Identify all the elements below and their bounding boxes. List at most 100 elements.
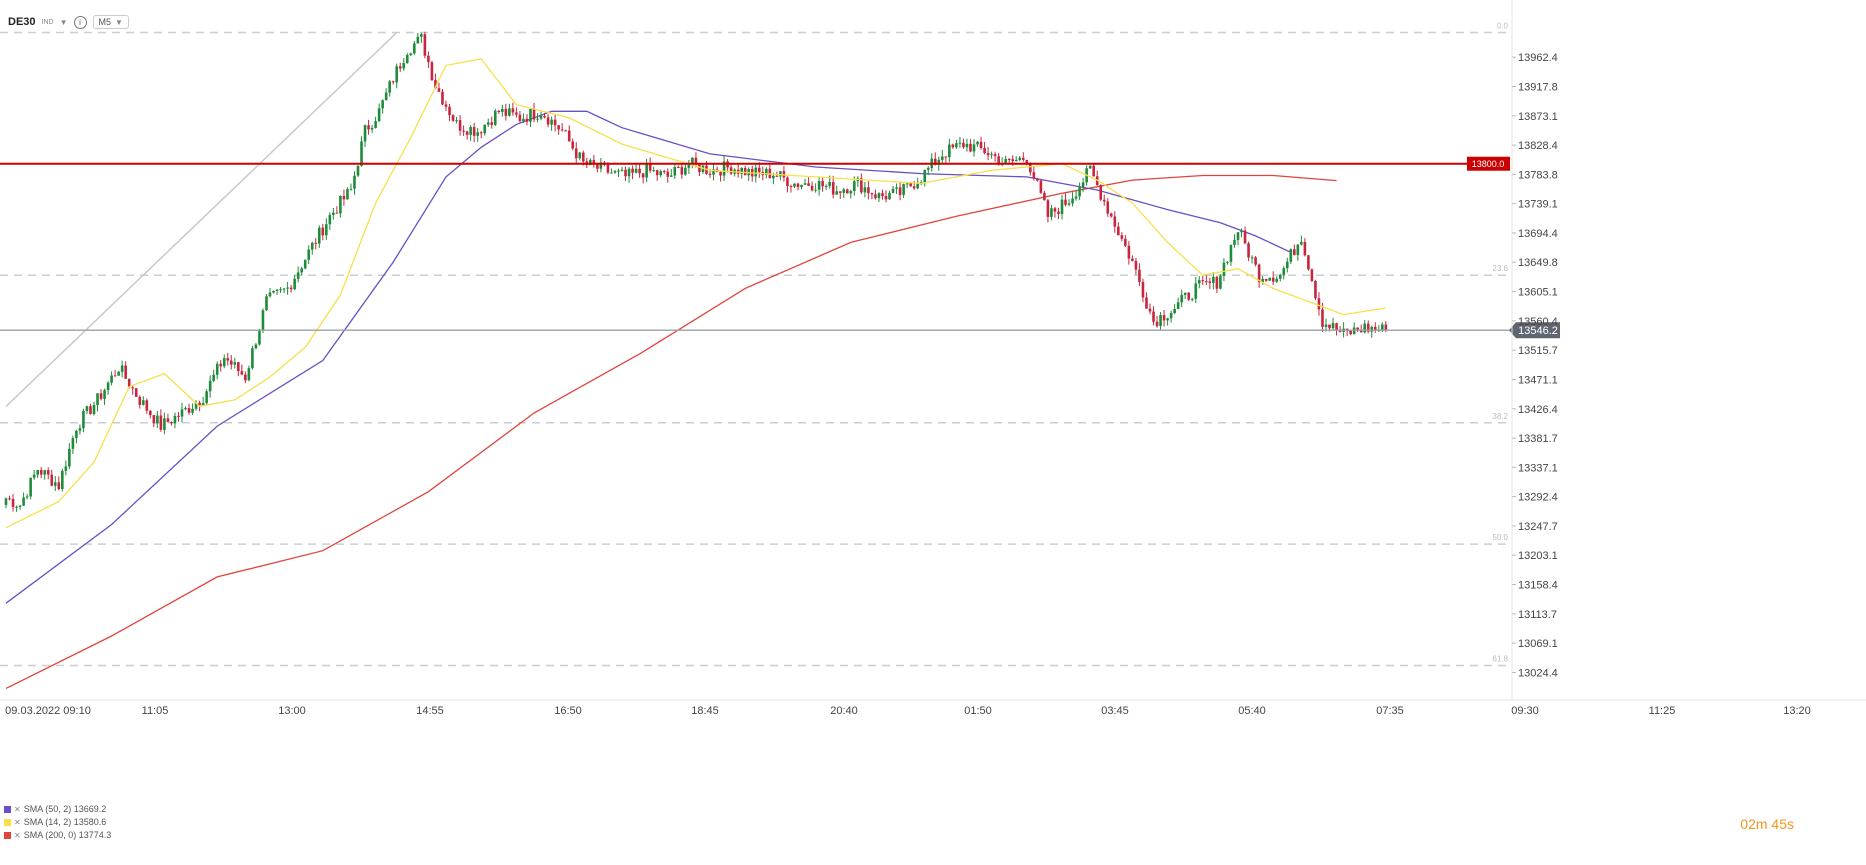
candle-body (1264, 278, 1268, 281)
candle-body (1138, 269, 1141, 282)
candle (757, 162, 761, 178)
candle (712, 163, 715, 181)
candle (96, 393, 99, 412)
candle (1233, 234, 1236, 248)
candle-body (374, 121, 377, 128)
candle-body (891, 188, 895, 194)
candle-body (564, 130, 567, 132)
candle (1018, 155, 1022, 162)
candle-body (413, 43, 416, 54)
symbol-label[interactable]: DE30 (8, 16, 36, 28)
candle (254, 342, 258, 350)
candle (613, 170, 617, 174)
candle (279, 287, 282, 294)
candle (902, 183, 905, 199)
close-icon[interactable]: ✕ (14, 805, 21, 814)
candle-body (624, 169, 627, 177)
candle (1314, 279, 1317, 301)
candle-body (662, 171, 666, 173)
candle-body (1328, 324, 1331, 329)
candle-body (64, 466, 68, 471)
candle-body (395, 66, 399, 83)
candle (448, 103, 451, 122)
candle-body (863, 187, 867, 193)
candle (1057, 207, 1060, 220)
candle-body (201, 403, 205, 406)
candle (662, 169, 666, 174)
candle-body (120, 365, 124, 372)
candle (293, 274, 296, 291)
price-tick-label: 13113.7 (1518, 609, 1557, 621)
chevron-down-icon[interactable]: ▼ (59, 17, 68, 27)
candle (1113, 211, 1117, 233)
candle (578, 151, 582, 161)
candle (1205, 275, 1208, 286)
candle-body (1370, 326, 1374, 332)
candle (222, 354, 226, 369)
candle (743, 165, 747, 176)
candle-body (272, 290, 275, 293)
candle-body (589, 160, 592, 165)
candle-body (652, 170, 655, 172)
candle (1109, 212, 1113, 218)
candle-body (307, 249, 311, 260)
candle (722, 155, 726, 181)
candle (1152, 306, 1155, 326)
candle (469, 125, 472, 141)
candle-body (796, 183, 800, 188)
legend-item[interactable]: ✕ SMA (14, 2) 13580.6 (4, 816, 111, 829)
candle (567, 125, 571, 142)
candle (1335, 322, 1338, 336)
legend-item[interactable]: ✕ SMA (50, 2) 13669.2 (4, 803, 111, 816)
close-icon[interactable]: ✕ (14, 818, 21, 827)
candle-body (948, 144, 951, 158)
candle (687, 159, 691, 174)
candle-body (1007, 159, 1011, 161)
sma-50-line (5, 110, 1292, 604)
candle-body (1053, 208, 1057, 212)
legend-item[interactable]: ✕ SMA (200, 0) 13774.3 (4, 829, 111, 842)
candle (444, 100, 448, 111)
candle (159, 409, 163, 432)
candle (1317, 292, 1321, 316)
candle-body (332, 212, 335, 215)
candle-body (342, 196, 346, 200)
info-icon[interactable]: i (73, 15, 87, 29)
close-icon[interactable]: ✕ (14, 831, 21, 840)
candle-body (50, 474, 54, 486)
candle (1293, 244, 1296, 256)
candle (1067, 199, 1071, 207)
candle (923, 169, 927, 187)
candle (624, 166, 627, 181)
candle-body (57, 482, 61, 489)
candle (1250, 255, 1254, 264)
candle (694, 152, 698, 168)
price-tick-label: 13515.7 (1518, 345, 1558, 357)
candle (1148, 303, 1152, 315)
candle-body (96, 393, 99, 406)
candle (599, 158, 603, 173)
candle-body (673, 166, 677, 176)
candle (860, 173, 863, 195)
candle (684, 164, 687, 176)
time-tick-label: 13:20 (1783, 705, 1811, 717)
candle-body (729, 167, 733, 174)
price-tick-label: 13426.4 (1518, 404, 1558, 416)
candle (377, 103, 381, 123)
candle-body (983, 147, 986, 154)
timeframe-select[interactable]: M5 ▼ (92, 15, 129, 29)
candle-body (244, 374, 247, 381)
candle (39, 467, 43, 479)
fib-level-label: 23.6 (1492, 264, 1508, 273)
candle (1282, 266, 1286, 280)
candle-body (1021, 157, 1025, 160)
candle-body (757, 167, 761, 173)
candle-body (402, 63, 406, 69)
candle (782, 166, 786, 182)
timeframe-value: M5 (98, 17, 112, 27)
resistance-label: 13800.0 (1472, 159, 1505, 169)
candle (219, 360, 223, 372)
candle-body (156, 415, 159, 424)
candle-body (1043, 192, 1046, 201)
